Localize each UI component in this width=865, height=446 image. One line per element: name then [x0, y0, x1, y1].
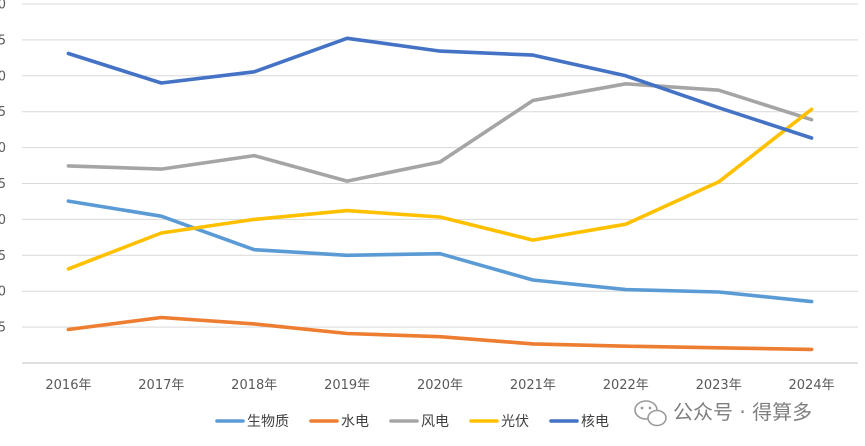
- legend-item: 光伏: [469, 414, 529, 430]
- watermark: 公众号 · 得算多: [634, 400, 812, 427]
- x-tick-label: 2020年: [417, 378, 463, 393]
- y-tick-label: 0: [0, 0, 6, 13]
- series-line: [66, 82, 814, 183]
- x-axis-ticks: 2016年 2017年 2018年 2019年 2020年 2021年 2022年 2023年…: [45, 378, 834, 393]
- y-tick-label: 5: [0, 321, 6, 336]
- legend-label: 水电: [341, 414, 369, 430]
- gridlines: [22, 3, 858, 364]
- legend-item: 核电: [549, 414, 609, 430]
- watermark-text: 公众号 · 得算多: [673, 400, 812, 424]
- y-tick-label: 0: [0, 69, 6, 84]
- x-tick-label: 2023年: [696, 378, 742, 393]
- legend-label: 生物质: [247, 414, 289, 430]
- series-line: [66, 107, 814, 271]
- y-tick-label: 0: [0, 285, 6, 300]
- x-tick-label: 2021年: [510, 378, 556, 393]
- y-tick-label: 0: [0, 213, 6, 228]
- x-tick-label: 2016年: [45, 378, 91, 393]
- y-tick-label: 0: [0, 141, 6, 156]
- series-line: [66, 36, 814, 140]
- y-tick-label: 5: [0, 105, 6, 120]
- x-tick-label: 2024年: [789, 378, 835, 393]
- legend-item: 水电: [309, 414, 369, 430]
- legend-item: 风电: [389, 414, 449, 430]
- series-lines: [66, 36, 814, 352]
- x-tick-label: 2018年: [231, 378, 277, 393]
- legend-item: 生物质: [215, 414, 289, 430]
- legend-label: 风电: [421, 414, 449, 430]
- x-tick-label: 2017年: [138, 378, 184, 393]
- y-tick-label: 5: [0, 177, 6, 192]
- legend-label: 核电: [581, 414, 609, 430]
- y-tick-label: 5: [0, 33, 6, 48]
- x-tick-label: 2019年: [324, 378, 370, 393]
- wechat-icon: [634, 400, 667, 427]
- y-axis-ticks: 5 0 5 0 5 0 5 0 5 0: [0, 0, 6, 336]
- legend-label: 光伏: [501, 414, 529, 430]
- x-tick-label: 2022年: [603, 378, 649, 393]
- series-line: [66, 315, 814, 352]
- legend: 生物质 水电 风电 光伏 核电: [215, 414, 609, 430]
- y-tick-label: 5: [0, 249, 6, 264]
